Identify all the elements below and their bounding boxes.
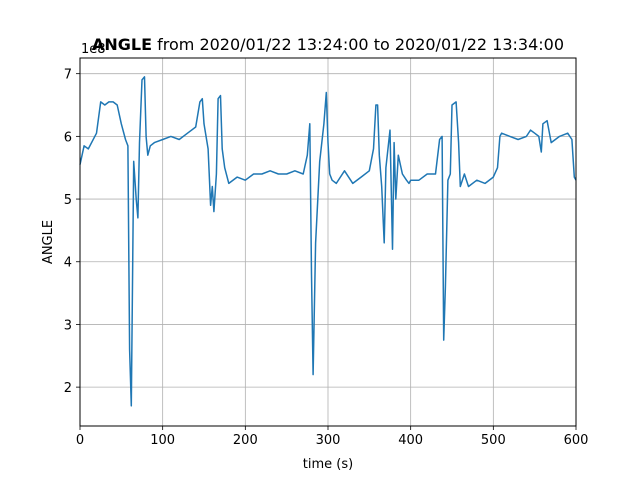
y-tick-label: 6 (64, 130, 72, 145)
chart-title: ANGLE from 2020/01/22 13:24:00 to 2020/0… (92, 35, 564, 54)
y-tick-label: 5 (64, 193, 72, 208)
x-tick-label: 300 (316, 433, 341, 448)
angle-series-line (79, 76, 577, 407)
x-tick-label: 600 (564, 433, 589, 448)
y-tick-label: 7 (64, 68, 72, 83)
y-offset-text: 1e8 (81, 42, 106, 57)
x-tick-label: 100 (150, 433, 175, 448)
x-axis-label: time (s) (303, 457, 353, 472)
y-axis-label: ANGLE (41, 220, 56, 264)
grid (79, 58, 577, 426)
x-tick-label: 0 (76, 433, 84, 448)
y-axis: 2 3 4 5 6 7 (64, 68, 80, 396)
x-tick-label: 500 (481, 433, 506, 448)
chart-title-rest: from 2020/01/22 13:24:00 to 2020/01/22 1… (152, 35, 564, 54)
y-tick-label: 4 (64, 256, 72, 271)
chart-title-bold: ANGLE (92, 35, 152, 54)
x-axis: 0 100 200 300 400 500 600 (76, 426, 589, 448)
y-tick-label: 2 (64, 381, 72, 396)
x-tick-label: 400 (398, 433, 423, 448)
plot-area (79, 76, 577, 407)
x-tick-label: 200 (233, 433, 258, 448)
y-tick-label: 3 (64, 318, 72, 333)
